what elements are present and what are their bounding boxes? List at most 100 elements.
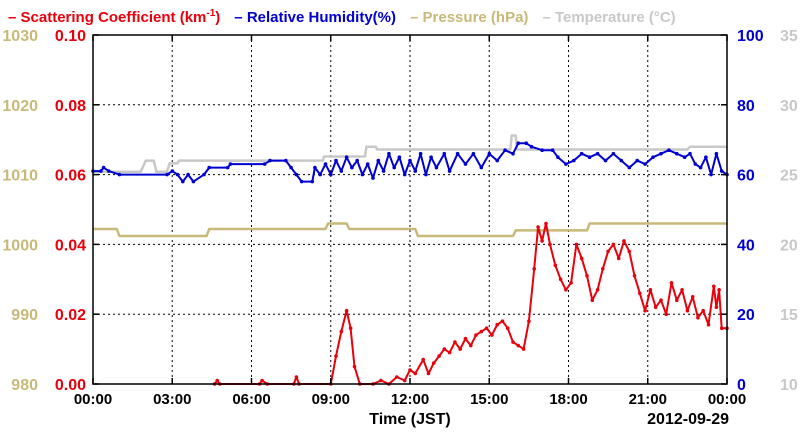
point-rh [376,158,381,163]
point-rh [191,179,196,184]
point-scatter [558,277,563,282]
point-scatter [659,298,663,303]
series-line-pressure [93,222,727,238]
point-rh [299,179,304,184]
point-scatter [413,371,418,376]
scatter-tick-label: 0.08 [55,98,86,115]
point-rh [418,151,423,156]
point-rh [698,165,703,170]
x-tick-label: 12:00 [391,391,429,408]
point-rh [675,151,679,156]
point-rh [603,158,608,163]
point-rh [334,158,338,163]
pressure-tick-label: 1000 [2,237,38,254]
point-rh [313,165,317,170]
point-scatter [463,336,468,341]
scatter-tick-label: 0.06 [55,168,86,185]
point-scatter [215,378,219,383]
scatter-tick-label: 0.00 [55,377,86,394]
point-rh [225,165,230,170]
point-scatter [536,225,540,229]
point-scatter [696,315,700,320]
point-scatter [717,288,721,292]
rh-tick-label: 80 [737,98,755,115]
point-scatter [540,239,544,243]
x-axis-label: Time (JST) [369,411,451,428]
scatter-tick-label: 0.10 [55,28,86,45]
point-scatter [395,375,399,379]
point-rh [381,169,386,173]
point-rh [572,158,576,163]
point-rh [207,165,211,170]
point-scatter [606,249,610,254]
point-scatter [348,326,353,331]
point-scatter [648,288,653,292]
temperature-tick-label: 15 [780,307,798,324]
point-rh [704,155,708,159]
point-rh [99,169,103,173]
point-rh [643,162,647,166]
point-scatter [334,354,338,358]
point-scatter [664,312,668,317]
series-layer [91,134,729,386]
point-scatter [484,326,489,331]
temperature-tick-label: 25 [780,168,798,185]
point-scatter [638,291,642,296]
point-rh [318,172,323,177]
x-tick-label: 03:00 [153,391,191,408]
x-tick-label: 18:00 [549,391,587,408]
point-rh [611,151,616,156]
point-rh [635,158,639,163]
point-scatter [532,267,536,271]
point-scatter [601,267,605,271]
point-scatter [590,298,595,303]
point-rh [564,162,568,166]
point-scatter [516,343,521,348]
point-rh [540,148,544,152]
point-scatter [490,333,494,337]
point-rh [524,141,528,145]
point-rh [434,165,439,170]
point-scatter [339,329,344,334]
point-rh [511,151,515,156]
point-scatter [352,364,357,369]
point-rh [350,165,354,170]
point-rh [262,162,267,166]
point-scatter [548,242,552,247]
point-scatter [479,329,484,334]
point-rh [329,172,333,177]
temperature-tick-label: 35 [780,28,798,45]
point-scatter [294,375,299,379]
point-scatter [690,295,695,299]
point-rh [659,151,663,156]
point-rh [627,165,632,170]
scatter-tick-label: 0.02 [55,307,86,324]
rh-tick-label: 20 [737,307,755,324]
point-scatter [447,350,452,355]
point-rh [339,169,344,173]
scatter-tick-label: 0.04 [55,237,86,254]
point-scatter [632,274,637,278]
point-rh [682,155,687,159]
point-scatter [719,326,724,331]
point-scatter [685,308,690,313]
point-scatter [714,305,719,310]
point-rh [289,165,293,170]
rh-tick-label: 40 [737,237,755,254]
point-rh [442,151,447,156]
point-scatter [701,308,705,313]
pressure-tick-label: 1010 [2,168,38,185]
point-scatter [680,288,684,292]
legend: – Scattering Coefficient (km-1) – Relati… [8,8,676,26]
rh-tick-label: 0 [737,377,746,394]
legend-scatter: – Scattering Coefficient (km-1) [8,8,220,26]
point-rh [579,151,584,156]
tick-layer: 00:00 03:00 06:00 09:00 12:00 15:00 18:00 21:00… [2,28,797,408]
point-scatter [495,322,500,327]
point-rh [284,158,288,163]
point-rh [714,151,719,156]
point-rh [365,162,370,166]
point-scatter [712,284,716,289]
legend-pressure: – Pressure (hPa) [410,9,528,26]
point-scatter [408,368,412,372]
